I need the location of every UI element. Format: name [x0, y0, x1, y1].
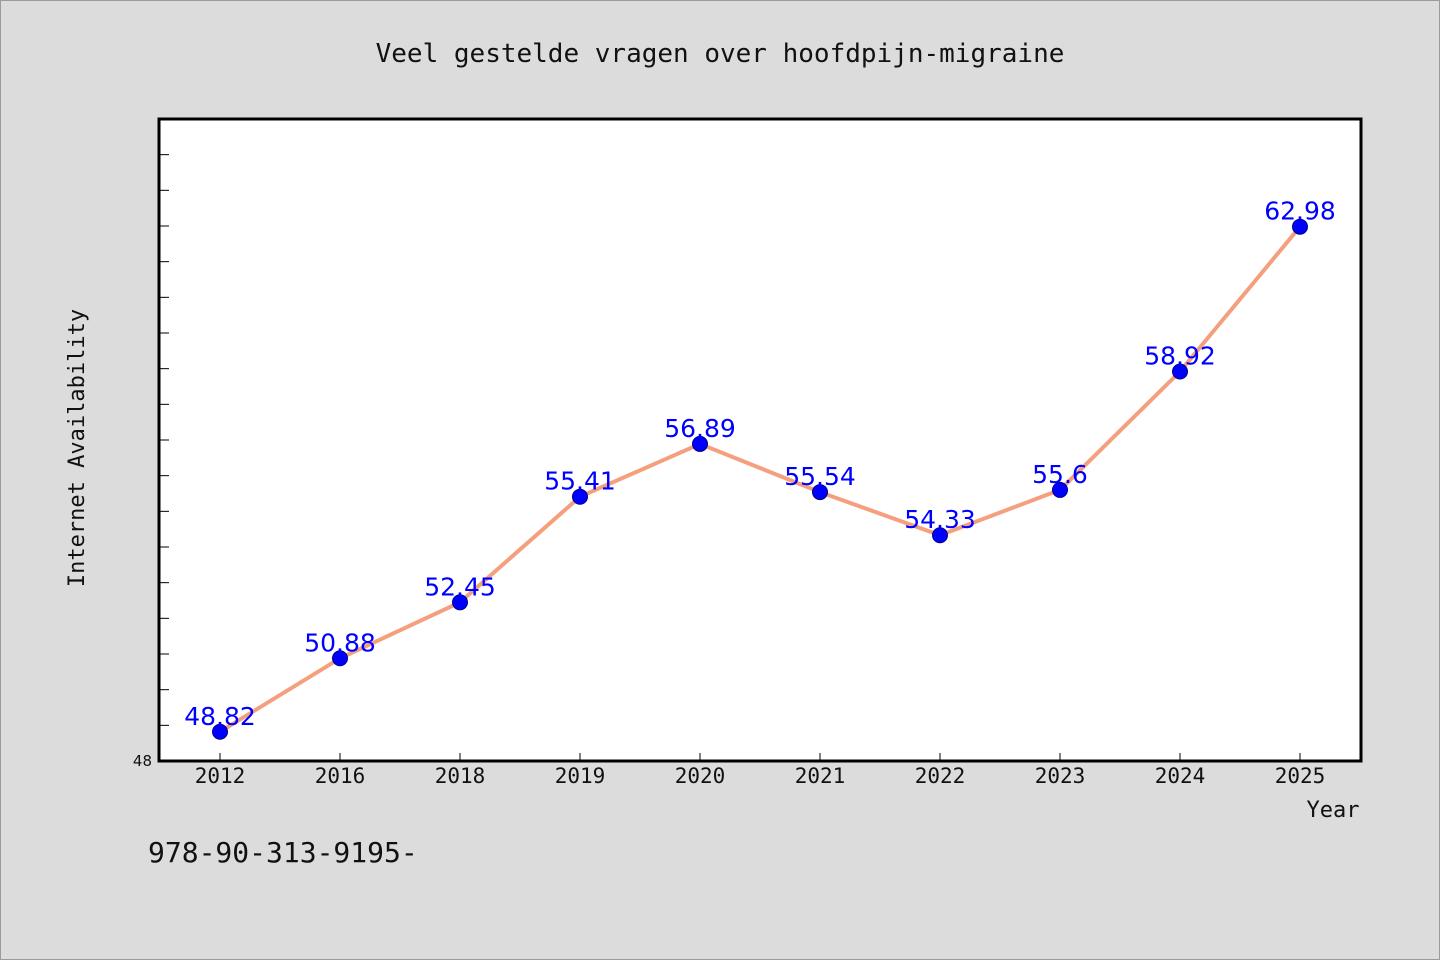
data-point [572, 488, 588, 505]
x-tick-label: 2021 [795, 764, 846, 788]
data-label: 50.88 [304, 628, 376, 657]
data-point [1292, 218, 1308, 235]
data-point [1172, 363, 1188, 380]
data-label: 54.33 [904, 505, 976, 534]
x-tick-label: 2018 [435, 764, 486, 788]
data-label: 55.41 [544, 467, 616, 496]
x-tick-labels: 2012 2016 2018 2019 2020 2021 2022 2023 2024 2025 [195, 764, 1326, 788]
x-tick-label: 2012 [195, 764, 246, 788]
footnote: 978-90-313-9195- [148, 836, 418, 869]
data-label: 56.89 [664, 414, 736, 443]
data-label: 55.54 [784, 462, 856, 491]
x-tick-label: 2023 [1035, 764, 1086, 788]
x-tick-label: 2020 [675, 764, 726, 788]
data-point [212, 723, 228, 740]
y-tick-label: 48 [133, 752, 152, 770]
plot-area [157, 117, 1363, 763]
data-label: 62.98 [1264, 197, 1336, 226]
x-axis-title: Year [1307, 798, 1360, 823]
series-line [218, 225, 1302, 734]
x-tick-label: 2019 [555, 764, 606, 788]
data-point [452, 594, 468, 611]
x-tick-label: 2022 [915, 764, 966, 788]
data-label: 58.92 [1144, 342, 1216, 371]
data-point [692, 435, 708, 452]
data-point [812, 484, 828, 501]
x-tick-label: 2024 [1155, 764, 1206, 788]
data-label: 52.45 [424, 572, 496, 601]
data-point [1052, 481, 1068, 498]
x-tick-label: 2025 [1275, 764, 1326, 788]
x-axis-ticks [219, 753, 1301, 761]
x-tick-label: 2016 [315, 764, 366, 788]
data-point [932, 527, 948, 544]
y-axis-title: Internet Availability [65, 309, 90, 587]
series-layer: 48.82 50.88 52.45 55.41 56.89 55.54 54.33 55.6 5… [184, 197, 1336, 740]
data-point [332, 650, 348, 667]
y-axis-ticks [159, 154, 169, 726]
data-label: 48.82 [184, 702, 256, 731]
data-label: 55.6 [1032, 460, 1088, 489]
chart-title: Veel gestelde vragen over hoofdpijn-migr… [376, 39, 1065, 69]
